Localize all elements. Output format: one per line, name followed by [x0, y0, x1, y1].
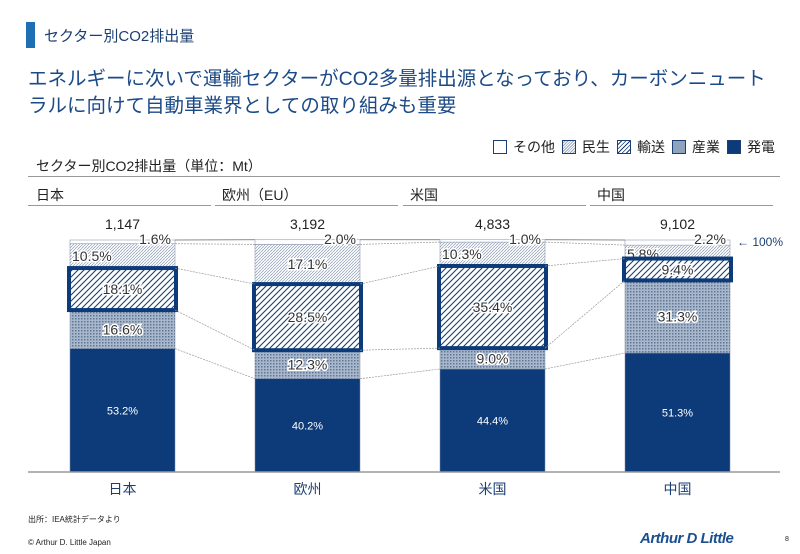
category-label: 欧州	[294, 481, 322, 497]
legend-swatch	[672, 140, 686, 154]
legend-swatch	[727, 140, 741, 154]
category-label: 中国	[664, 481, 692, 497]
divider	[590, 205, 773, 206]
bar-segment-輸送	[254, 283, 361, 351]
category-label: 日本	[109, 481, 137, 497]
highlight-box	[622, 256, 733, 283]
connector-line	[544, 352, 626, 370]
total-label: 9,102	[660, 216, 695, 232]
header-accent-bar	[26, 22, 35, 48]
bar-segment-発電	[69, 348, 176, 473]
legend-swatch	[562, 140, 576, 154]
legend-swatch	[493, 140, 507, 154]
data-label: 51.3%	[662, 407, 693, 419]
bar-segment-産業	[624, 280, 731, 354]
bar-segment-その他	[439, 239, 546, 243]
data-label: 2.0%	[324, 231, 356, 247]
region-header: 欧州（EU）	[222, 187, 298, 203]
data-label: 9.0%	[477, 351, 509, 367]
legend-swatch	[617, 140, 631, 154]
bar-segment-発電	[624, 352, 731, 473]
connector-line	[359, 241, 441, 245]
data-label: 16.6%	[103, 321, 143, 337]
data-label: 44.4%	[477, 415, 508, 427]
chart-title: セクター別CO2排出量（単位：Mt）	[36, 158, 262, 174]
connector-line	[544, 280, 626, 349]
data-label: 40.2%	[292, 420, 323, 432]
headline: エネルギーに次いで運輸セクターがCO2多量排出源となっており、カーボンニュートラ…	[28, 68, 766, 117]
data-label: 31.3%	[658, 309, 698, 325]
source-note: 出所：IEA統計データより	[28, 515, 121, 524]
bar-segment-その他	[69, 239, 176, 244]
legend-label: 輸送	[637, 139, 665, 155]
divider	[28, 205, 211, 206]
region-header: 日本	[36, 187, 64, 203]
data-label: 10.5%	[72, 248, 112, 264]
annotation: ← 100%	[737, 235, 783, 249]
data-label: 28.5%	[288, 309, 328, 325]
data-label: 35.4%	[473, 299, 513, 315]
page-number: 8	[785, 536, 789, 543]
connector-line	[359, 265, 441, 285]
bar-segment-民生	[69, 243, 176, 269]
data-label: 18.1%	[103, 281, 143, 297]
category-label: 米国	[479, 481, 507, 497]
total-label: 4,833	[475, 216, 510, 232]
connector-line	[174, 267, 256, 285]
header-title: セクター別CO2排出量	[44, 28, 195, 45]
region-header: 中国	[597, 187, 625, 203]
legend-label: 民生	[582, 139, 610, 155]
connector-line	[174, 243, 256, 245]
data-label: 1.6%	[139, 231, 171, 247]
bar-segment-産業	[254, 349, 361, 379]
connector-line	[359, 347, 441, 351]
data-label: 9.4%	[662, 261, 694, 277]
region-header: 米国	[410, 187, 438, 203]
bar-segment-発電	[254, 378, 361, 473]
data-label: 53.2%	[107, 405, 138, 417]
bar-segment-民生	[254, 244, 361, 285]
legend-label: 産業	[692, 139, 720, 155]
legend-label: 発電	[747, 139, 775, 155]
connector-line	[544, 241, 626, 246]
data-label: 1.0%	[509, 231, 541, 247]
divider	[403, 205, 586, 206]
company-logo: Arthur D Little	[640, 530, 734, 547]
connector-line	[174, 309, 256, 351]
stacked-bar-chart: 53.2% 16.6% 18.1% 10.5% 1.6%1,147 日本 40.2% 12.3…	[28, 216, 783, 497]
total-label: 1,147	[105, 216, 140, 232]
connector-line	[359, 368, 441, 380]
divider	[215, 205, 398, 206]
legend-label: その他	[513, 139, 555, 155]
highlight-box	[252, 282, 363, 353]
data-label: 17.1%	[288, 256, 328, 272]
highlight-box	[67, 266, 178, 313]
bar-segment-その他	[254, 239, 361, 245]
bar-segment-その他	[624, 239, 731, 246]
data-label: 10.3%	[442, 246, 482, 262]
data-label: 2.2%	[694, 231, 726, 247]
total-label: 3,192	[290, 216, 325, 232]
connector-line	[174, 348, 256, 380]
highlight-box	[437, 263, 548, 351]
legend: その他 民生 輸送 産業 発電	[493, 137, 778, 157]
divider	[28, 176, 780, 177]
bar-segment-輸送	[439, 265, 546, 349]
data-label: 12.3%	[288, 356, 328, 372]
copyright: © Arthur D. Little Japan	[28, 538, 111, 547]
connector-line	[544, 258, 626, 267]
